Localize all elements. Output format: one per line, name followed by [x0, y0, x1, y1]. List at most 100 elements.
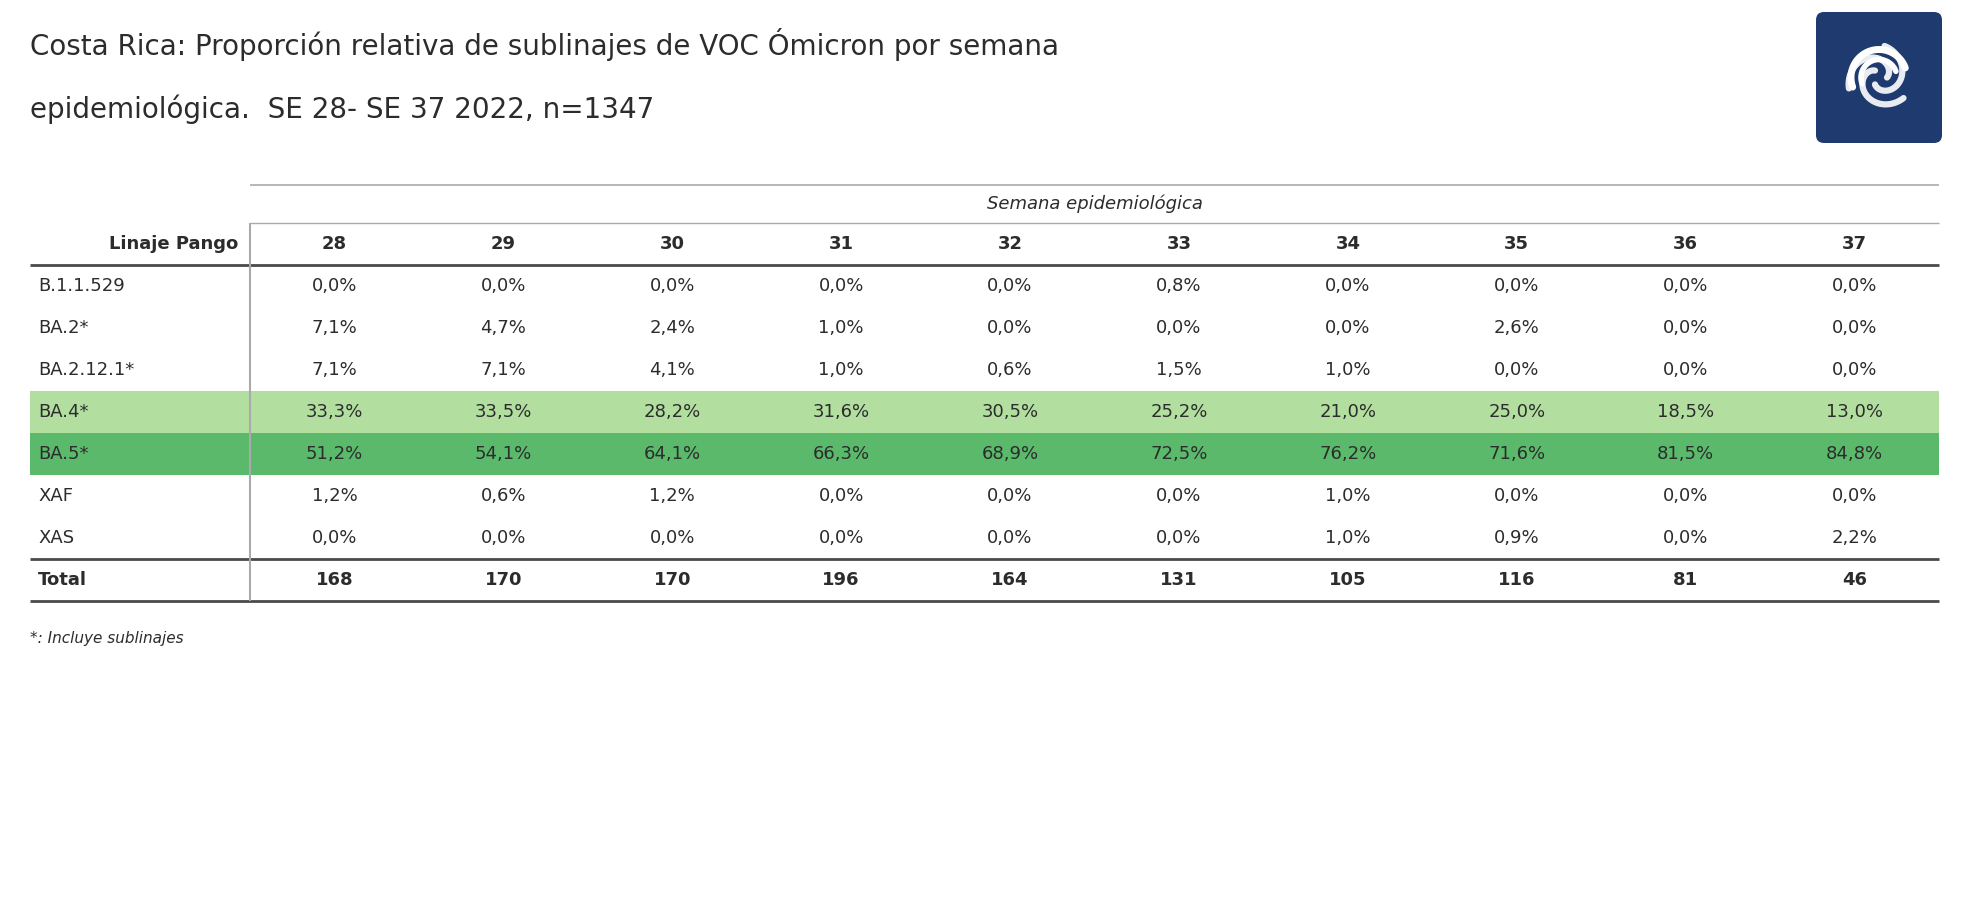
Text: 4,7%: 4,7% — [480, 319, 526, 337]
Text: 68,9%: 68,9% — [981, 445, 1038, 463]
Text: 0,0%: 0,0% — [480, 277, 526, 295]
Text: 0,0%: 0,0% — [819, 277, 864, 295]
Text: 0,0%: 0,0% — [1664, 487, 1709, 505]
Text: *: Incluye sublinajes: *: Incluye sublinajes — [30, 631, 183, 646]
Text: BA.2.12.1*: BA.2.12.1* — [37, 361, 134, 379]
Text: 1,0%: 1,0% — [1325, 487, 1370, 505]
Text: 0,0%: 0,0% — [650, 529, 695, 547]
Text: B.1.1.529: B.1.1.529 — [37, 277, 124, 295]
Text: 30: 30 — [660, 235, 685, 253]
Text: 1,2%: 1,2% — [650, 487, 695, 505]
Text: 84,8%: 84,8% — [1825, 445, 1882, 463]
Text: 51,2%: 51,2% — [305, 445, 362, 463]
Text: XAF: XAF — [37, 487, 73, 505]
Text: BA.4*: BA.4* — [37, 403, 89, 421]
Text: BA.5*: BA.5* — [37, 445, 89, 463]
Text: 32: 32 — [998, 235, 1022, 253]
Text: 1,2%: 1,2% — [311, 487, 356, 505]
Text: 0,0%: 0,0% — [311, 529, 356, 547]
Text: 0,0%: 0,0% — [1156, 319, 1201, 337]
Text: 30,5%: 30,5% — [981, 403, 1038, 421]
Text: 28,2%: 28,2% — [644, 403, 701, 421]
Text: epidemiológica.  SE 28- SE 37 2022, n=1347: epidemiológica. SE 28- SE 37 2022, n=134… — [30, 95, 654, 124]
Text: 21,0%: 21,0% — [1319, 403, 1376, 421]
Text: 1,0%: 1,0% — [819, 361, 864, 379]
Text: 81: 81 — [1674, 571, 1697, 589]
FancyBboxPatch shape — [1815, 12, 1941, 143]
Text: 29: 29 — [490, 235, 516, 253]
Text: 33: 33 — [1166, 235, 1191, 253]
Text: 0,0%: 0,0% — [986, 487, 1032, 505]
Text: BA.2*: BA.2* — [37, 319, 89, 337]
Text: 76,2%: 76,2% — [1319, 445, 1376, 463]
Bar — [30, 391, 1939, 433]
Text: 34: 34 — [1335, 235, 1361, 253]
Text: 2,4%: 2,4% — [650, 319, 695, 337]
Text: 0,0%: 0,0% — [1831, 361, 1876, 379]
Text: 71,6%: 71,6% — [1489, 445, 1546, 463]
Text: 31: 31 — [829, 235, 855, 253]
Text: Total: Total — [37, 571, 87, 589]
Text: 66,3%: 66,3% — [813, 445, 870, 463]
Text: 1,0%: 1,0% — [1325, 361, 1370, 379]
Text: 7,1%: 7,1% — [311, 361, 356, 379]
Text: 164: 164 — [990, 571, 1028, 589]
Text: 0,6%: 0,6% — [480, 487, 526, 505]
Text: 25,0%: 25,0% — [1489, 403, 1546, 421]
Text: 33,5%: 33,5% — [475, 403, 532, 421]
Bar — [30, 433, 1939, 475]
Text: 0,0%: 0,0% — [650, 277, 695, 295]
Text: 31,6%: 31,6% — [813, 403, 870, 421]
Text: XAS: XAS — [37, 529, 75, 547]
Text: 196: 196 — [823, 571, 860, 589]
Text: 46: 46 — [1843, 571, 1867, 589]
Text: 35: 35 — [1504, 235, 1530, 253]
Text: 2,6%: 2,6% — [1494, 319, 1540, 337]
Text: 28: 28 — [321, 235, 347, 253]
Text: 0,0%: 0,0% — [480, 529, 526, 547]
Text: 0,0%: 0,0% — [1831, 319, 1876, 337]
Text: 18,5%: 18,5% — [1658, 403, 1715, 421]
Text: 36: 36 — [1674, 235, 1697, 253]
Text: 0,0%: 0,0% — [1325, 319, 1370, 337]
Text: 1,0%: 1,0% — [819, 319, 864, 337]
Text: 0,0%: 0,0% — [1664, 529, 1709, 547]
Text: 1,0%: 1,0% — [1325, 529, 1370, 547]
Text: 0,8%: 0,8% — [1156, 277, 1201, 295]
Text: 4,1%: 4,1% — [650, 361, 695, 379]
Text: 105: 105 — [1329, 571, 1366, 589]
Text: 0,6%: 0,6% — [986, 361, 1034, 379]
Text: 13,0%: 13,0% — [1825, 403, 1882, 421]
Text: 0,0%: 0,0% — [1664, 361, 1709, 379]
Text: 7,1%: 7,1% — [311, 319, 356, 337]
Text: 37: 37 — [1843, 235, 1867, 253]
Text: 0,0%: 0,0% — [1664, 319, 1709, 337]
Text: 0,9%: 0,9% — [1494, 529, 1540, 547]
Text: 116: 116 — [1498, 571, 1536, 589]
Text: 72,5%: 72,5% — [1150, 445, 1207, 463]
Text: 0,0%: 0,0% — [1156, 529, 1201, 547]
Text: 0,0%: 0,0% — [1494, 487, 1540, 505]
Text: Semana epidemiológica: Semana epidemiológica — [986, 195, 1203, 213]
Text: 0,0%: 0,0% — [986, 277, 1032, 295]
Text: 25,2%: 25,2% — [1150, 403, 1207, 421]
Text: 0,0%: 0,0% — [986, 529, 1032, 547]
Text: 0,0%: 0,0% — [1831, 487, 1876, 505]
Text: 64,1%: 64,1% — [644, 445, 701, 463]
Text: 33,3%: 33,3% — [305, 403, 362, 421]
Text: 131: 131 — [1160, 571, 1197, 589]
Text: 0,0%: 0,0% — [1831, 277, 1876, 295]
Text: 168: 168 — [315, 571, 352, 589]
Text: 0,0%: 0,0% — [1494, 361, 1540, 379]
Text: 170: 170 — [484, 571, 522, 589]
Text: 0,0%: 0,0% — [1156, 487, 1201, 505]
Text: 0,0%: 0,0% — [1664, 277, 1709, 295]
Text: 0,0%: 0,0% — [1494, 277, 1540, 295]
Text: Costa Rica: Proporción relativa de sublinajes de VOC Ómicron por semana: Costa Rica: Proporción relativa de subli… — [30, 28, 1059, 61]
Text: 81,5%: 81,5% — [1658, 445, 1715, 463]
Text: 0,0%: 0,0% — [1325, 277, 1370, 295]
Text: 1,5%: 1,5% — [1156, 361, 1201, 379]
Text: 0,0%: 0,0% — [819, 529, 864, 547]
Text: 170: 170 — [654, 571, 691, 589]
Text: 7,1%: 7,1% — [480, 361, 526, 379]
